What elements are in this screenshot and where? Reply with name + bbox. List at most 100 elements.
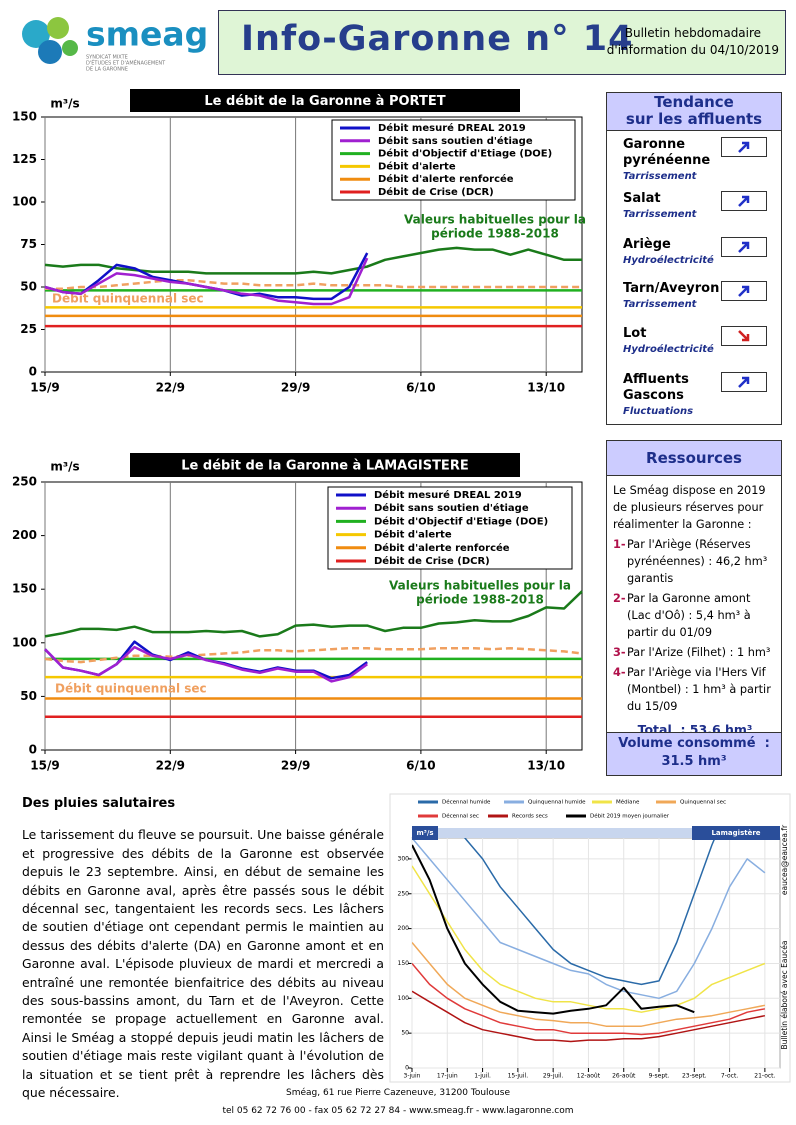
river-status: Tarrissement	[623, 171, 697, 182]
title-bar	[130, 89, 520, 112]
trend-arrow	[738, 285, 750, 297]
trend-arrow	[738, 241, 750, 253]
legend-box	[331, 119, 576, 201]
typical-line	[44, 246, 582, 275]
legend-label: Décennal sec	[442, 813, 479, 820]
arrow-shape	[738, 285, 750, 297]
x-tick-label: 3-juin	[404, 1073, 421, 1080]
article: Des pluies salutaires Le tarissement du …	[22, 795, 384, 1103]
y-tick-label: 0	[29, 743, 37, 757]
river-name: Ariège	[623, 237, 671, 252]
legend-label: Débit d'Objectif d'Etiage (DOE)	[374, 515, 548, 527]
y-tick-label: 150	[12, 582, 37, 596]
y-axis-label: m³/s	[50, 97, 79, 111]
y-tick-label: 125	[12, 152, 37, 166]
x-tick-label: 15-juil.	[508, 1073, 529, 1080]
logo-name: smeag	[86, 15, 208, 54]
legend-label: Débit d'Objectif d'Etiage (DOE)	[378, 148, 552, 160]
station-box	[692, 826, 780, 840]
subtitle-line: d'information du 04/10/2019	[606, 43, 779, 57]
river-status: Fluctuations	[623, 406, 694, 417]
legend-label: Débit d'alerte renforcée	[374, 542, 510, 554]
footer-address: Sméag, 61 rue Pierre Cazeneuve, 31200 To…	[286, 1088, 510, 1098]
y-tick-label: 100	[12, 635, 37, 649]
panel-title: sur les affluents	[625, 110, 763, 128]
legend-label: Débit sans soutien d'étiage	[374, 502, 529, 514]
main-title: Info-Garonne n° 14	[241, 19, 634, 59]
credit: eaucea@eaucea.fr	[780, 824, 789, 895]
subtitle: Bulletin hebdomadaire d'information du 0…	[607, 25, 779, 59]
arrow-shape	[738, 141, 750, 153]
plot-area	[411, 837, 781, 1069]
tendance-item: Ariège Hydroélectricité	[623, 237, 773, 266]
trend-box	[721, 137, 767, 157]
resource-item: 3- Par l'Arize (Filhet) : 1 hm³	[613, 644, 777, 661]
tendance-item: Lot Hydroélectricité	[623, 326, 773, 355]
footer-contact: tel 05 62 72 76 00 - fax 05 62 72 27 84 …	[222, 1106, 574, 1116]
title-box: Info-Garonne n° 14 Bulletin hebdomadaire…	[218, 10, 786, 75]
title-bar	[130, 453, 520, 477]
ressources-intro: Le Sméag dispose en 2019 de plusieurs ré…	[613, 484, 766, 531]
y-tick-label: 100	[398, 995, 410, 1002]
x-tick-label: 9-sept.	[649, 1073, 670, 1080]
tendance-item: Salat Tarrissement	[623, 191, 773, 220]
typical-line	[44, 590, 583, 638]
chart-title: Le débit de la Garonne à PORTET	[204, 94, 445, 109]
legend-label: Décennal humide	[442, 799, 491, 806]
legend-label: Débit d'alerte	[378, 160, 456, 172]
river-status: Tarrissement	[623, 209, 697, 220]
x-tick-label: 6/10	[406, 381, 435, 395]
y-tick-label: 250	[398, 890, 410, 897]
arrow-shape	[738, 195, 750, 207]
x-tick-label: 22/9	[156, 759, 185, 773]
tendance-item: Tarn/Aveyron Tarrissement	[623, 281, 773, 310]
subtitle-line: Bulletin hebdomadaire	[624, 26, 762, 40]
arrow-shape	[738, 241, 750, 253]
river-name: Tarn/Aveyron	[623, 281, 720, 296]
typical-label: période 1988-2018	[416, 593, 544, 607]
tendance-item: Garonne pyrénéenne Tarrissement	[623, 137, 773, 182]
panel-header: Ressources	[607, 441, 781, 476]
tendance-panel: Tendance sur les affluents Garonne pyrén…	[606, 92, 782, 425]
series-line	[44, 257, 369, 306]
river-status: Hydroélectricité	[623, 255, 714, 266]
arrow-shape	[738, 330, 750, 342]
credit: Bulletin élaboré avec Eaucéa	[780, 941, 789, 1050]
tendance-item: Affluents Gascons Fluctuations	[623, 372, 773, 417]
article-title: Des pluies salutaires	[22, 796, 176, 811]
panel-title: Tendance	[654, 93, 734, 111]
river-name: Garonne pyrénéenne	[623, 137, 711, 168]
x-tick-label: 6/10	[406, 759, 435, 773]
y-tick-label: 50	[20, 689, 37, 703]
trend-box	[721, 281, 767, 301]
reference-line	[45, 278, 582, 290]
reference-label: Débit quinquennal sec	[55, 682, 207, 696]
trend-arrow	[738, 141, 750, 153]
consumed-label: Volume consommé :	[618, 736, 770, 751]
legend-label: Quinquennal humide	[528, 800, 586, 806]
x-tick-label: 1-juil.	[474, 1073, 491, 1080]
arrow-shape	[738, 376, 750, 388]
legend-label: Débit de Crise (DCR)	[374, 555, 490, 567]
resource-number: 2-	[613, 592, 626, 605]
ressources-body: Le Sméag dispose en 2019 de plusieurs ré…	[607, 476, 781, 738]
logo-shape	[62, 40, 78, 56]
y-tick-label: 25	[20, 322, 37, 336]
x-tick-label: 15/9	[30, 759, 59, 773]
x-tick-label: 13/10	[527, 381, 565, 395]
reference-line	[44, 646, 583, 664]
legend-label: Débit 2019 moyen journalier	[590, 813, 670, 820]
river-status: Tarrissement	[623, 299, 697, 310]
consumed-box: Volume consommé : 31.5 hm³	[607, 732, 781, 775]
resource-number: 1-	[613, 538, 626, 551]
series-line	[412, 865, 766, 1013]
series-line	[412, 942, 766, 1027]
x-tick-label: 29/9	[281, 759, 310, 773]
trend-box	[721, 191, 767, 211]
chart-title: Le débit de la Garonne à LAMAGISTERE	[181, 459, 468, 474]
y-axis-label: m³/s	[416, 829, 433, 837]
y-axis-label: m³/s	[50, 460, 79, 474]
legend-label: Quinquennal sec	[680, 800, 726, 806]
y-tick-label: 50	[401, 1030, 409, 1037]
logo-shape	[38, 40, 62, 64]
